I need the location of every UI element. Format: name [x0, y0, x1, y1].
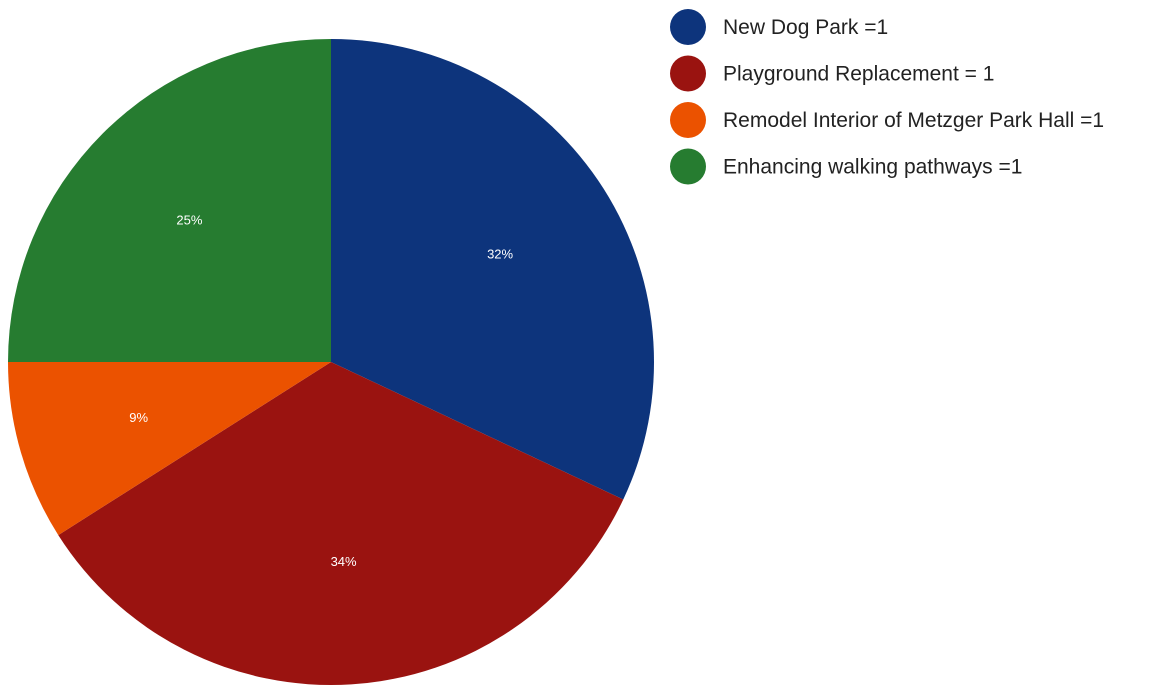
pie-slice-3 — [8, 39, 331, 362]
legend-swatch — [670, 9, 706, 45]
legend-swatch — [670, 55, 706, 92]
legend-label: Enhancing walking pathways =1 — [723, 156, 1022, 179]
legend-swatch — [670, 148, 706, 185]
legend-swatch — [670, 102, 706, 138]
legend: New Dog Park =1 Playground Replacement = … — [670, 9, 1104, 185]
legend-item: New Dog Park =1 — [670, 9, 888, 45]
legend-item: Remodel Interior of Metzger Park Hall =1 — [670, 102, 1104, 138]
legend-label: Remodel Interior of Metzger Park Hall =1 — [723, 109, 1104, 132]
legend-label: Playground Replacement = 1 — [723, 63, 994, 86]
slice-value-label: 32% — [487, 247, 513, 262]
legend-item: Playground Replacement = 1 — [670, 55, 994, 92]
slice-value-label: 25% — [176, 212, 202, 227]
pie-slices — [7, 38, 655, 686]
pie-slice-1 — [58, 362, 624, 686]
pie-slice-0 — [331, 38, 655, 500]
pie-slice-2 — [7, 362, 331, 536]
slice-value-label: 9% — [129, 410, 148, 425]
slice-value-labels: 32% 34% 9% 25% — [129, 212, 513, 569]
legend-item: Enhancing walking pathways =1 — [670, 148, 1022, 185]
legend-label: New Dog Park =1 — [723, 16, 888, 39]
slice-value-label: 34% — [331, 554, 357, 569]
